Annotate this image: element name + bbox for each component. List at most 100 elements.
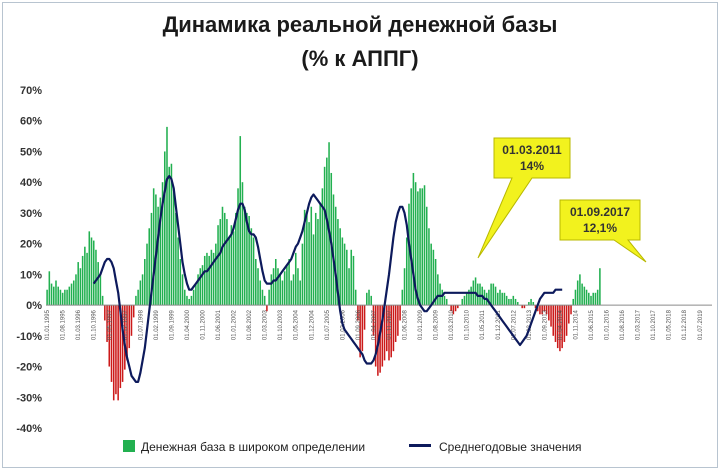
bar — [186, 295, 188, 306]
bar — [281, 280, 284, 306]
callout-2017-date: 01.09.2017 — [570, 205, 630, 219]
x-tick-label: 01.09.2013 — [542, 309, 548, 340]
x-tick-label: 01.05.2004 — [294, 309, 300, 340]
average-line — [92, 174, 563, 383]
bar — [588, 292, 590, 306]
bar — [270, 274, 273, 306]
bar — [470, 286, 472, 306]
bar — [241, 182, 244, 306]
bar — [272, 268, 275, 306]
callout-2017-value: 12,1% — [583, 221, 617, 235]
y-tick-label: 60% — [20, 116, 42, 128]
bar — [104, 305, 106, 321]
bar — [223, 212, 226, 306]
bar — [432, 249, 435, 306]
bar — [81, 255, 84, 306]
bar — [121, 305, 124, 382]
bar — [443, 295, 446, 306]
bar — [372, 305, 375, 336]
x-tick-label: 01.09.2006 — [356, 309, 362, 340]
x-tick-label: 01.04.2000 — [185, 309, 191, 340]
bar — [361, 305, 364, 352]
y-tick-label: -20% — [16, 362, 42, 374]
bar — [421, 188, 424, 306]
bar — [75, 274, 77, 306]
bar — [490, 283, 492, 306]
bar — [297, 268, 299, 306]
bar — [277, 268, 279, 306]
bar — [181, 274, 184, 306]
bar — [354, 289, 357, 306]
bar — [552, 305, 555, 336]
bar — [228, 237, 230, 306]
bar — [166, 126, 168, 306]
bar — [52, 286, 55, 306]
x-tick-label: 01.07.1998 — [138, 309, 144, 340]
bar — [423, 185, 426, 306]
bar — [88, 231, 91, 306]
bar — [221, 206, 224, 306]
y-tick-label: -30% — [16, 392, 42, 404]
bar — [479, 283, 481, 306]
x-tick-label: 01.12.2018 — [682, 309, 688, 340]
legend-line: Среднегодовые значения — [409, 440, 582, 454]
x-tick-label: 01.10.1996 — [92, 309, 98, 340]
bar — [97, 262, 99, 306]
bar — [405, 237, 408, 306]
bar — [128, 305, 131, 349]
bar — [350, 249, 353, 306]
bar — [403, 268, 406, 306]
legend-bars: Денежная база в широком определении — [123, 440, 365, 454]
bar — [508, 298, 510, 306]
callout-2011-box — [477, 137, 571, 259]
bar — [59, 289, 62, 306]
bar — [195, 283, 197, 306]
bar — [57, 286, 59, 306]
bar — [363, 305, 366, 330]
bar — [159, 197, 162, 306]
bar — [425, 206, 428, 306]
x-tick-label: 01.01.2002 — [232, 309, 238, 340]
bar — [141, 274, 144, 306]
x-tick-label: 01.07.2005 — [325, 309, 331, 340]
bar — [528, 302, 530, 306]
bar — [561, 305, 563, 349]
bar — [168, 166, 170, 306]
bar — [119, 305, 122, 389]
bar — [332, 194, 335, 306]
bar — [294, 252, 297, 306]
bar — [328, 142, 330, 306]
bar — [516, 302, 519, 306]
bar — [474, 277, 477, 306]
bar — [84, 246, 86, 306]
bar — [381, 305, 384, 367]
y-tick-label: 30% — [20, 208, 42, 220]
bar — [346, 249, 348, 306]
bar — [452, 305, 455, 315]
bar — [510, 298, 512, 306]
bar — [501, 292, 503, 306]
x-tick-label: 01.10.2017 — [651, 309, 657, 340]
callout-2011-value: 14% — [520, 159, 544, 173]
bar — [570, 305, 572, 315]
bar — [79, 268, 82, 306]
y-tick-label: 0% — [26, 300, 42, 312]
bar — [366, 292, 368, 306]
bar — [261, 289, 264, 306]
bar — [150, 212, 153, 306]
bar — [556, 305, 559, 349]
bar — [450, 305, 452, 312]
chart-subtitle: (% к АППГ) — [301, 46, 419, 71]
bar — [99, 274, 102, 306]
bar — [250, 228, 253, 306]
y-tick-label: 40% — [20, 177, 42, 189]
bar — [321, 188, 324, 306]
bar — [283, 271, 286, 306]
bar — [286, 265, 288, 306]
bar — [292, 274, 295, 306]
bar — [492, 283, 495, 306]
x-tick-label: 01.02.1999 — [154, 309, 160, 340]
bar — [279, 274, 281, 306]
y-tick-label: -40% — [16, 423, 42, 435]
bar — [572, 298, 575, 306]
